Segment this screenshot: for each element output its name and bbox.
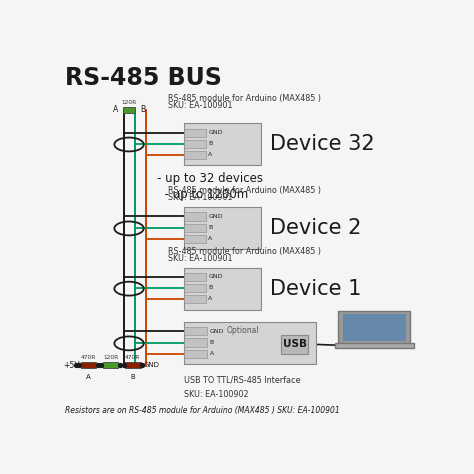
Text: A: A [208,296,212,301]
Text: RS-485 BUS: RS-485 BUS [65,66,222,90]
Text: B: B [208,225,212,230]
Bar [184,139,206,147]
Text: A: A [113,105,118,114]
Text: B: B [208,141,212,146]
Text: RS-485 module for Arduino (MAX485 ): RS-485 module for Arduino (MAX485 ) [168,247,320,256]
Text: A: A [208,152,212,157]
Bar [184,235,206,243]
Text: Optional: Optional [227,326,259,335]
Text: Device 32: Device 32 [271,135,375,155]
Text: RS-485 module for Arduino (MAX485 ): RS-485 module for Arduino (MAX485 ) [168,186,320,195]
Bar [184,295,206,303]
Bar [184,284,206,292]
Text: GND: GND [210,329,224,334]
Bar [184,128,206,137]
Text: GND: GND [144,362,160,368]
Text: B: B [210,340,214,345]
Bar [184,322,316,365]
Text: USB: USB [283,339,307,349]
Bar [103,362,118,368]
Bar [338,310,410,345]
Bar [184,124,261,165]
Text: - up to 32 devices: - up to 32 devices [156,172,263,185]
Bar [81,362,96,368]
Text: B: B [140,105,145,114]
Bar [123,107,135,113]
Text: A: A [86,374,91,381]
Bar [184,268,261,310]
Text: GND: GND [208,130,223,135]
Bar [335,343,414,347]
Text: Device 1: Device 1 [271,279,362,299]
Text: SKU: EA-100902: SKU: EA-100902 [184,390,249,399]
Text: 470R: 470R [125,355,140,360]
Bar [184,349,207,357]
Text: B: B [208,285,212,290]
Text: Resistors are on RS-485 module for Arduino (MAX485 ) SKU: EA-100901: Resistors are on RS-485 module for Ardui… [65,406,339,415]
Bar [343,314,406,341]
Bar [184,328,207,336]
Text: Device 2: Device 2 [271,219,362,238]
Bar [184,338,207,346]
Bar [125,362,140,368]
Text: GND: GND [208,274,223,279]
Text: 120R: 120R [103,355,118,360]
Text: +5V: +5V [63,361,80,370]
Text: GND: GND [208,214,223,219]
Bar [184,273,206,281]
Text: SKU: EA-100901: SKU: EA-100901 [168,193,232,202]
Text: SKU: EA-100901: SKU: EA-100901 [168,101,232,110]
Bar [184,224,206,232]
Text: A: A [208,236,212,241]
Text: B: B [130,374,135,381]
Text: 120R: 120R [121,100,137,105]
Text: SKU: EA-100901: SKU: EA-100901 [168,254,232,263]
Bar [184,208,261,249]
Text: USB TO TTL/RS-485 Interface: USB TO TTL/RS-485 Interface [184,375,301,384]
Text: A: A [210,351,214,356]
Bar [184,151,206,159]
Bar [282,335,308,354]
Bar [184,212,206,220]
Text: RS-485 module for Arduino (MAX485 ): RS-485 module for Arduino (MAX485 ) [168,93,320,102]
Text: - up to 1200m: - up to 1200m [156,188,248,201]
Text: 470R: 470R [81,355,96,360]
